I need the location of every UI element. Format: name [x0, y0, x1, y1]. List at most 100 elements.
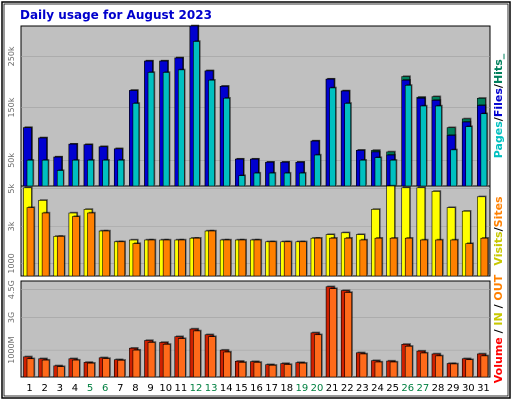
day-label: 6	[102, 383, 108, 394]
legend-entry: Hits_	[492, 53, 505, 84]
sites-bar	[132, 243, 141, 277]
pages-bar	[238, 175, 246, 187]
out-bar	[117, 359, 126, 378]
day-label: 12	[190, 383, 203, 394]
pages-bar	[87, 159, 94, 187]
out-bar	[404, 345, 413, 378]
day-label: 10	[159, 383, 172, 394]
legend-entry: /	[492, 226, 505, 231]
out-bar	[72, 359, 80, 378]
day-label: 11	[174, 383, 187, 394]
sites-bar	[480, 237, 489, 277]
sites-bar	[299, 241, 307, 277]
out-bar	[283, 364, 292, 378]
legend-entry: /	[492, 116, 505, 121]
pages-bar	[162, 72, 170, 187]
day-label: 3	[57, 383, 63, 394]
y-tick-label: 1000	[7, 253, 16, 273]
out-bar	[450, 363, 458, 378]
pages-bar	[404, 85, 412, 187]
out-bar	[389, 361, 398, 378]
pages-bar	[268, 172, 276, 187]
legend-entry: Sites	[492, 196, 505, 227]
pages-bar	[465, 126, 473, 187]
day-label: 15	[235, 383, 248, 394]
sites-bar	[268, 241, 277, 277]
legend-top: Pages/Files/Hits_	[492, 53, 505, 158]
sites-bar	[102, 230, 110, 277]
day-label: 13	[205, 383, 218, 394]
pages-bar	[177, 69, 185, 187]
day-label: 20	[311, 383, 324, 394]
pages-bar	[450, 149, 457, 187]
y-tick-label: 5k	[7, 183, 16, 193]
sites-bar	[162, 239, 171, 277]
out-bar	[193, 330, 201, 378]
sites-bar	[420, 239, 428, 277]
sites-bar	[329, 237, 337, 277]
out-bar	[435, 355, 443, 378]
day-label: 28	[432, 383, 445, 394]
pages-bar	[26, 159, 34, 187]
pages-bar	[359, 159, 367, 187]
day-label: 8	[132, 383, 138, 394]
sites-bar	[435, 239, 443, 277]
sites-bar	[41, 212, 50, 277]
day-label: 4	[72, 383, 78, 394]
sites-bar	[72, 216, 80, 277]
out-bar	[420, 352, 428, 378]
y-tick-label: 150k	[7, 97, 16, 117]
out-bar	[87, 362, 95, 378]
pages-bar	[193, 41, 200, 187]
out-bar	[374, 361, 383, 378]
pages-bar	[314, 154, 321, 187]
pages-bar	[480, 113, 488, 187]
out-bar	[177, 338, 186, 378]
pages-bar	[147, 72, 155, 187]
legend-middle: Visits/Sites	[492, 196, 505, 266]
pages-bar	[102, 159, 109, 187]
pages-bar	[72, 159, 79, 187]
pages-bar	[132, 103, 140, 187]
pages-bar	[389, 159, 397, 187]
sites-bar	[344, 237, 353, 277]
pages-bar	[208, 79, 215, 187]
sites-bar	[283, 241, 292, 277]
legend-entry: /	[492, 301, 505, 313]
day-label: 17	[265, 383, 278, 394]
day-label: 19	[296, 383, 309, 394]
pages-bar	[299, 172, 306, 187]
legend-entry: IN	[492, 312, 505, 325]
legend-entry: Visits	[492, 231, 505, 266]
sites-bar	[314, 237, 322, 277]
day-label: 29	[447, 383, 460, 394]
out-bar	[268, 364, 277, 378]
day-labels: 1 2 3 4 5 6 7 8 9 10 11 12 13 14 15 16 17 18 19 20 21 22 23 24 2…	[26, 383, 489, 394]
pages-bar	[435, 105, 442, 187]
pages-bar	[41, 159, 49, 187]
sites-bar	[26, 207, 35, 277]
sites-bar	[208, 230, 216, 277]
pages-bar	[344, 103, 352, 187]
legend-entry: /	[492, 326, 505, 338]
y-tick-label: 3G	[7, 312, 16, 323]
day-label: 22	[341, 383, 354, 394]
y-tick-label: 3k	[7, 221, 16, 231]
day-label: 30	[462, 383, 475, 394]
day-label: 2	[42, 383, 48, 394]
out-bar	[299, 362, 307, 378]
day-label: 25	[386, 383, 399, 394]
out-bar	[162, 344, 171, 378]
chart-bars	[23, 24, 490, 378]
out-bar	[26, 358, 35, 378]
sites-bar	[177, 239, 186, 277]
out-bar	[102, 358, 110, 378]
out-bar	[344, 292, 353, 378]
out-bar	[253, 362, 262, 378]
pages-bar	[374, 157, 382, 187]
pages-bar	[117, 159, 125, 187]
sites-bar	[56, 236, 65, 277]
